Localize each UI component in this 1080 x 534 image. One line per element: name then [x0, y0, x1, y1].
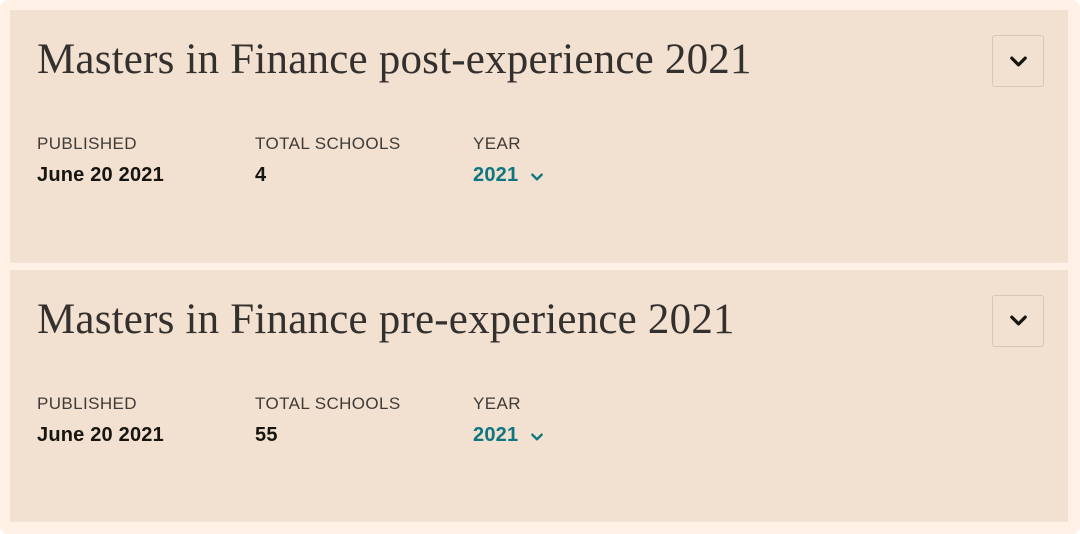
- year-value: 2021: [473, 423, 519, 446]
- total-schools-value: 4: [255, 164, 267, 186]
- chevron-down-icon: [1007, 50, 1030, 73]
- panel-header: Masters in Finance post-experience 2021: [37, 35, 1044, 87]
- year-field: YEAR 2021: [473, 394, 545, 447]
- year-label: YEAR: [473, 134, 521, 153]
- year-field: YEAR 2021: [473, 134, 545, 187]
- total-schools-field: TOTAL SCHOOLS 55: [255, 394, 473, 447]
- published-label: PUBLISHED: [37, 393, 137, 413]
- year-dropdown[interactable]: 2021: [473, 164, 545, 187]
- year-label: YEAR: [473, 393, 521, 413]
- ranking-title: Masters in Finance pre-experience 2021: [37, 295, 735, 343]
- published-label: PUBLISHED: [37, 134, 137, 153]
- total-schools-label: TOTAL SCHOOLS: [255, 393, 401, 413]
- total-schools-field: TOTAL SCHOOLS 4: [255, 134, 473, 187]
- published-field: PUBLISHED June 20 2021: [37, 394, 255, 447]
- total-schools-label: TOTAL SCHOOLS: [255, 134, 401, 153]
- ranking-card-post-experience: Masters in Finance post-experience 2021 …: [10, 10, 1068, 262]
- panel-header: Masters in Finance pre-experience 2021: [37, 294, 1044, 347]
- published-value: June 20 2021: [37, 423, 164, 446]
- published-field: PUBLISHED June 20 2021: [37, 134, 255, 187]
- year-dropdown[interactable]: 2021: [473, 424, 545, 447]
- expand-button[interactable]: [992, 294, 1044, 347]
- chevron-down-icon: [1007, 309, 1030, 332]
- published-value: June 20 2021: [37, 164, 164, 186]
- meta-row: PUBLISHED June 20 2021 TOTAL SCHOOLS 4 Y…: [37, 134, 1044, 187]
- chevron-down-icon: [529, 429, 545, 445]
- total-schools-value: 55: [255, 423, 278, 446]
- ranking-title: Masters in Finance post-experience 2021: [37, 36, 752, 83]
- expand-button[interactable]: [992, 35, 1044, 87]
- ranking-card-pre-experience: Masters in Finance pre-experience 2021 P…: [10, 269, 1068, 521]
- year-value: 2021: [473, 164, 519, 186]
- chevron-down-icon: [529, 169, 545, 185]
- meta-row: PUBLISHED June 20 2021 TOTAL SCHOOLS 55 …: [37, 394, 1044, 447]
